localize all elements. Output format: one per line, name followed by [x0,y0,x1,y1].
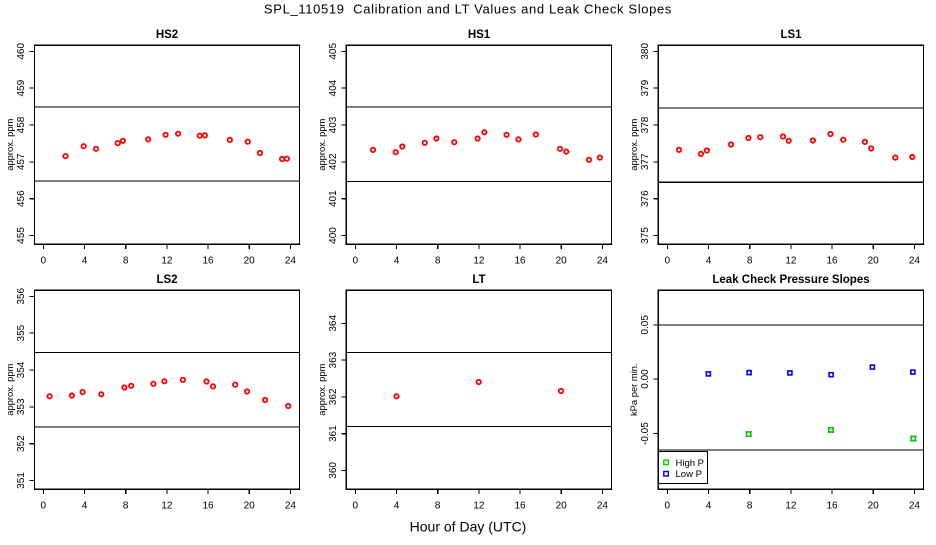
svg-text:24: 24 [285,501,297,512]
svg-text:approx. ppm: approx. ppm [4,118,15,170]
svg-text:16: 16 [514,256,526,267]
svg-text:361: 361 [328,425,339,442]
svg-text:12: 12 [785,501,797,512]
svg-text:401: 401 [328,190,339,207]
svg-text:0: 0 [665,256,671,267]
svg-text:377: 377 [640,153,651,170]
svg-text:High P: High P [676,458,705,469]
svg-text:456: 456 [16,190,27,207]
svg-text:12: 12 [161,256,173,267]
svg-text:4: 4 [394,501,400,512]
svg-text:16: 16 [826,256,838,267]
svg-text:0.05: 0.05 [640,315,651,335]
svg-text:351: 351 [16,472,27,489]
svg-text:4: 4 [82,256,88,267]
svg-text:455: 455 [16,227,27,244]
svg-text:24: 24 [597,501,609,512]
svg-text:20: 20 [244,256,256,267]
svg-text:363: 363 [328,351,339,368]
svg-text:16: 16 [826,501,838,512]
svg-text:355: 355 [16,324,27,341]
svg-text:405: 405 [328,43,339,60]
svg-text:4: 4 [82,501,88,512]
svg-text:8: 8 [123,256,129,267]
svg-text:379: 379 [640,79,651,96]
svg-text:0: 0 [665,501,671,512]
svg-text:12: 12 [473,256,485,267]
svg-text:356: 356 [16,288,27,305]
svg-text:4: 4 [706,256,712,267]
svg-text:approx. ppm: approx. ppm [4,363,15,415]
svg-text:458: 458 [16,116,27,133]
svg-text:16: 16 [514,501,526,512]
svg-text:12: 12 [473,501,485,512]
svg-text:354: 354 [16,361,27,378]
svg-text:380: 380 [640,43,651,60]
svg-text:352: 352 [16,435,27,452]
svg-text:approx. ppm: approx. ppm [628,118,639,170]
svg-text:12: 12 [161,501,173,512]
svg-text:8: 8 [123,501,129,512]
svg-text:kPa per min.: kPa per min. [628,363,639,416]
svg-text:24: 24 [597,256,609,267]
svg-text:400: 400 [328,227,339,244]
svg-text:20: 20 [244,501,256,512]
svg-text:24: 24 [285,256,297,267]
svg-text:LT: LT [472,274,485,286]
svg-text:HS1: HS1 [468,29,491,41]
svg-text:20: 20 [556,256,568,267]
svg-text:HS2: HS2 [156,29,178,41]
svg-text:402: 402 [328,153,339,170]
svg-text:8: 8 [747,501,753,512]
svg-text:4: 4 [706,501,712,512]
svg-text:Low P: Low P [676,469,702,480]
svg-text:approx. ppm: approx. ppm [316,118,327,170]
svg-text:376: 376 [640,190,651,207]
svg-text:-0.05: -0.05 [640,422,651,445]
svg-text:Hour of Day (UTC): Hour of Day (UTC) [410,519,527,535]
svg-text:362: 362 [328,388,339,405]
svg-text:16: 16 [202,256,214,267]
svg-text:404: 404 [328,79,339,96]
svg-text:24: 24 [909,256,921,267]
svg-text:459: 459 [16,79,27,96]
svg-text:approx. ppm: approx. ppm [316,363,327,415]
svg-text:457: 457 [16,153,27,170]
svg-text:0: 0 [353,501,359,512]
svg-text:0: 0 [41,256,47,267]
svg-text:460: 460 [16,43,27,60]
svg-text:0: 0 [353,256,359,267]
svg-text:0: 0 [41,501,47,512]
svg-text:LS1: LS1 [780,29,802,41]
svg-text:LS2: LS2 [156,274,177,286]
svg-text:375: 375 [640,227,651,244]
svg-text:364: 364 [328,315,339,332]
svg-text:24: 24 [909,501,921,512]
svg-text:4: 4 [394,256,400,267]
svg-text:20: 20 [868,501,880,512]
svg-text:8: 8 [435,256,441,267]
svg-text:360: 360 [328,462,339,479]
svg-text:20: 20 [556,501,568,512]
svg-text:8: 8 [747,256,753,267]
svg-text:SPL_110519 Calibration and LT: SPL_110519 Calibration and LT Values and… [264,2,672,17]
svg-text:8: 8 [435,501,441,512]
svg-text:378: 378 [640,116,651,133]
svg-text:Leak Check Pressure Slopes: Leak Check Pressure Slopes [712,274,869,286]
svg-text:16: 16 [202,501,214,512]
svg-text:0.00: 0.00 [640,369,651,389]
svg-text:353: 353 [16,398,27,415]
svg-text:12: 12 [785,256,797,267]
svg-text:20: 20 [868,256,880,267]
svg-text:403: 403 [328,116,339,133]
